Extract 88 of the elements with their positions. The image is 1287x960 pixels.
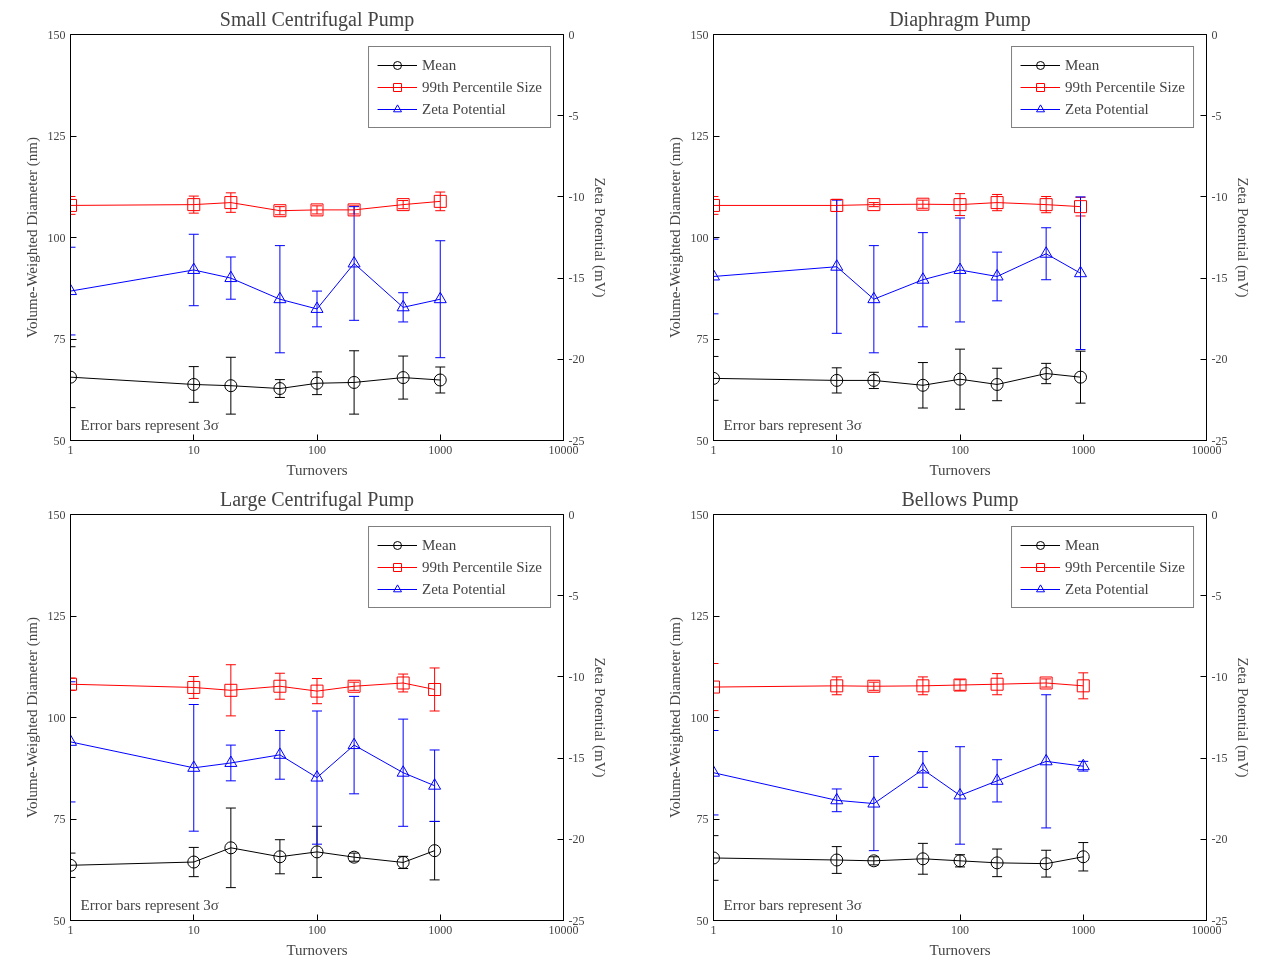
y2-tick-label: -5 (568, 588, 579, 603)
y-tick-label: 150 (47, 27, 66, 42)
y2-tick-label: -20 (1211, 352, 1228, 367)
x-tick-label: 10 (830, 922, 843, 937)
x-tick-label: 1 (710, 442, 717, 457)
y-tick-label: 75 (53, 812, 66, 826)
annotation: Error bars represent 3σ (80, 416, 219, 433)
y2-axis-title: Zeta Potential (mV) (591, 657, 609, 778)
y2-tick-label: -5 (1211, 108, 1222, 123)
y-tick-label: 50 (53, 433, 66, 448)
y-tick-label: 75 (696, 332, 709, 346)
y2-tick-label: -10 (1211, 669, 1228, 684)
y2-tick-label: -5 (1211, 588, 1222, 603)
y-axis-title: Volume-Weighted Diameter (nm) (23, 617, 41, 818)
legend-label: Mean (422, 56, 457, 74)
y-tick-label: 50 (696, 913, 709, 928)
y-tick-label: 125 (47, 609, 66, 623)
x-tick-label: 1000 (428, 442, 453, 457)
y-tick-label: 50 (53, 913, 66, 928)
y2-tick-label: -10 (568, 189, 585, 204)
y-tick-label: 150 (690, 27, 709, 42)
y-axis-title: Volume-Weighted Diameter (nm) (23, 137, 41, 338)
x-tick-label: 1 (67, 442, 74, 457)
y2-tick-label: -15 (568, 751, 585, 766)
chart-title: Bellows Pump (901, 487, 1019, 511)
y-tick-label: 125 (47, 129, 66, 143)
y2-tick-label: 0 (568, 507, 575, 522)
legend-label: Zeta Potential (422, 100, 506, 118)
legend-label: Mean (422, 536, 457, 554)
x-tick-label: 100 (951, 442, 969, 457)
y2-tick-label: -20 (568, 832, 585, 847)
x-axis-title: Turnovers (286, 941, 348, 958)
y2-tick-label: -5 (568, 108, 579, 123)
y-tick-label: 150 (47, 507, 66, 522)
y2-tick-label: -15 (1211, 751, 1228, 766)
legend-label: Zeta Potential (422, 580, 506, 598)
x-tick-label: 10 (187, 442, 200, 457)
annotation: Error bars represent 3σ (723, 416, 862, 433)
chart-title: Large Centrifugal Pump (219, 487, 415, 511)
x-tick-label: 1000 (1071, 442, 1096, 457)
x-tick-label: 10 (830, 442, 843, 457)
x-axis-title: Turnovers (929, 941, 991, 958)
legend-label: Zeta Potential (1065, 100, 1149, 118)
x-tick-label: 1000 (1071, 922, 1096, 937)
x-tick-label: 100 (308, 442, 326, 457)
y-tick-label: 75 (696, 812, 709, 826)
y-axis-title: Volume-Weighted Diameter (nm) (666, 137, 684, 338)
chart-title: Small Centrifugal Pump (219, 7, 415, 31)
y-tick-label: 100 (690, 230, 709, 245)
x-axis-title: Turnovers (929, 461, 991, 478)
y2-tick-label: 0 (568, 27, 575, 42)
y2-tick-label: 0 (1211, 507, 1218, 522)
x-tick-label: 1 (67, 922, 74, 937)
legend-label: 99th Percentile Size (1065, 558, 1185, 576)
y2-tick-label: -10 (1211, 189, 1228, 204)
annotation: Error bars represent 3σ (80, 896, 219, 913)
y-tick-label: 100 (47, 710, 66, 725)
y-axis-title: Volume-Weighted Diameter (nm) (666, 617, 684, 818)
y2-tick-label: 0 (1211, 27, 1218, 42)
y-tick-label: 100 (47, 230, 66, 245)
y2-tick-label: -10 (568, 669, 585, 684)
x-tick-label: 1000 (428, 922, 453, 937)
y-tick-label: 125 (690, 129, 709, 143)
x-tick-label: 100 (308, 922, 326, 937)
y2-axis-title: Zeta Potential (mV) (591, 177, 609, 298)
x-tick-label: 1 (710, 922, 717, 937)
y2-axis-title: Zeta Potential (mV) (1234, 177, 1252, 298)
y-tick-label: 100 (690, 710, 709, 725)
y2-tick-label: -20 (1211, 832, 1228, 847)
y2-tick-label: -15 (568, 271, 585, 286)
y2-tick-label: -20 (568, 352, 585, 367)
x-axis-title: Turnovers (286, 461, 348, 478)
y-tick-label: 150 (690, 507, 709, 522)
y2-tick-label: -15 (1211, 271, 1228, 286)
y-tick-label: 125 (690, 609, 709, 623)
annotation: Error bars represent 3σ (723, 896, 862, 913)
legend-label: 99th Percentile Size (422, 78, 542, 96)
y-tick-label: 50 (696, 433, 709, 448)
y-tick-label: 75 (53, 332, 66, 346)
legend-label: Mean (1065, 536, 1100, 554)
legend-label: 99th Percentile Size (422, 558, 542, 576)
x-tick-label: 10 (187, 922, 200, 937)
chart-title: Diaphragm Pump (889, 7, 1031, 31)
legend-label: 99th Percentile Size (1065, 78, 1185, 96)
legend-label: Mean (1065, 56, 1100, 74)
x-tick-label: 100 (951, 922, 969, 937)
legend-label: Zeta Potential (1065, 580, 1149, 598)
y2-axis-title: Zeta Potential (mV) (1234, 657, 1252, 778)
